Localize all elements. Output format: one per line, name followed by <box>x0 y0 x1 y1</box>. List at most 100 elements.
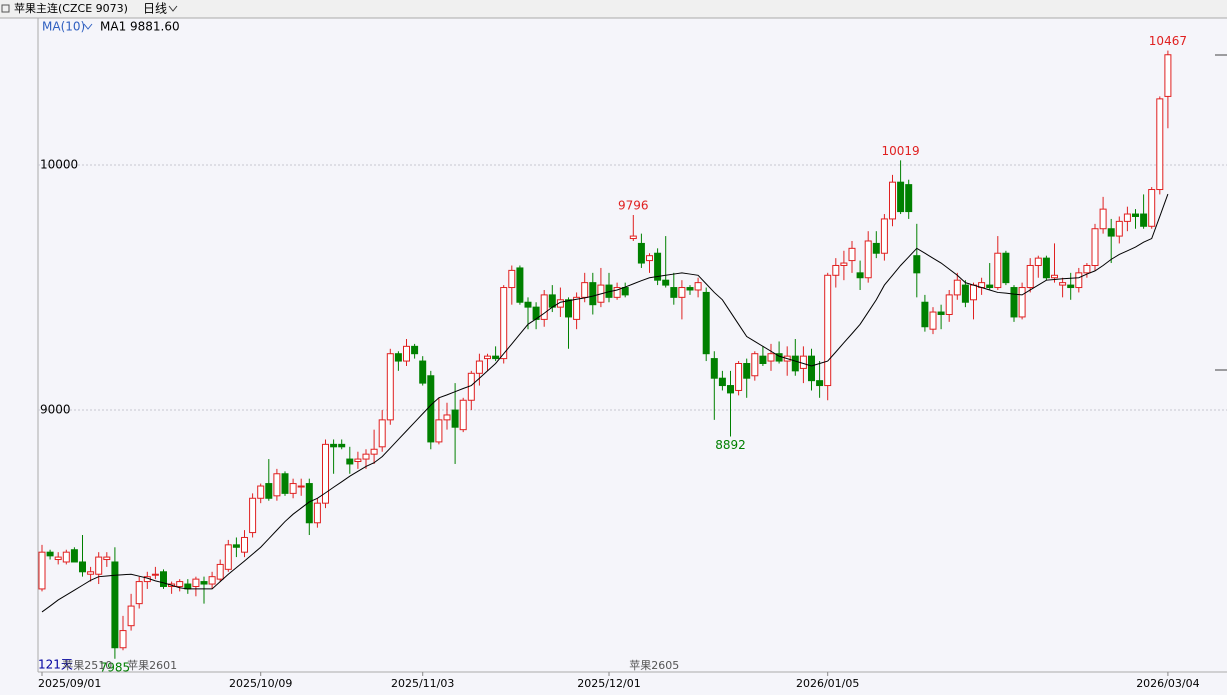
candle-body <box>216 563 224 580</box>
candle-body <box>961 284 969 303</box>
candle-body <box>500 287 508 360</box>
extreme-label: 9796 <box>618 199 649 213</box>
candle-body <box>103 556 111 561</box>
candle-body <box>265 483 273 499</box>
candle-body <box>751 353 759 377</box>
candle-body <box>759 355 767 365</box>
candle-body <box>378 419 386 448</box>
candle-body <box>646 255 653 262</box>
menu-icon[interactable] <box>1 4 10 13</box>
candle-body <box>362 453 370 460</box>
chart-title: 苹果主连(CZCE 9073) <box>14 1 128 15</box>
candle-body <box>799 355 807 369</box>
candle-body <box>718 377 726 387</box>
x-tick-label: 2025/11/03 <box>391 677 454 690</box>
candle-body <box>872 242 880 254</box>
ma-line <box>41 193 1169 613</box>
candle-body <box>986 284 994 289</box>
period-chevron[interactable] <box>168 5 178 12</box>
candle-body <box>1132 213 1139 217</box>
candle-body <box>427 375 435 443</box>
candle-body <box>953 279 961 296</box>
candle-body <box>1018 287 1026 318</box>
candle-body <box>208 576 216 585</box>
indicator-chevron[interactable] <box>83 23 93 30</box>
extreme-label: 8892 <box>715 438 746 452</box>
candle-body <box>192 578 200 587</box>
candle-body <box>581 282 589 298</box>
candle-body <box>273 473 281 497</box>
candle-body <box>200 581 208 585</box>
indicator[interactable]: MA(10) <box>42 20 85 34</box>
candle-body <box>556 299 564 308</box>
candle-body <box>370 448 378 455</box>
candle-body <box>1107 228 1115 237</box>
candle-body <box>257 485 265 499</box>
candle-body <box>662 279 670 286</box>
candle-body <box>913 255 921 274</box>
candle-body <box>808 355 815 382</box>
candle-body <box>629 235 637 240</box>
candle-body <box>1099 208 1107 230</box>
candle-body <box>1051 274 1058 279</box>
candle-body <box>921 301 929 328</box>
candle-body <box>929 311 937 330</box>
candle-body <box>540 294 548 320</box>
candle-body <box>1115 220 1123 237</box>
candle-body <box>1091 228 1099 266</box>
candle-body <box>565 299 572 318</box>
candle-body <box>70 549 78 563</box>
x-tick-label: 2025/09/01 <box>38 677 101 690</box>
candle-body <box>1002 252 1010 284</box>
candle-body <box>151 573 159 576</box>
candle-body <box>945 294 953 315</box>
x-tick-label: 2026/03/04 <box>1136 677 1199 690</box>
candle-body <box>589 282 597 306</box>
candle-body <box>1075 272 1083 289</box>
candle-body <box>654 252 662 281</box>
candle-body <box>1026 264 1034 289</box>
candle-body <box>1010 287 1018 318</box>
extreme-label: 10019 <box>882 144 920 158</box>
candle-body <box>297 485 305 488</box>
candle-body <box>621 287 629 296</box>
candle-body <box>889 181 896 220</box>
candle-body <box>678 287 686 298</box>
candle-body <box>1148 189 1156 227</box>
period[interactable]: 日线 <box>143 2 167 16</box>
candle-body <box>670 287 678 298</box>
candle-body <box>338 443 346 448</box>
candle-body <box>386 353 394 421</box>
candle-body <box>249 497 257 534</box>
candle-body <box>443 414 451 421</box>
candle-body <box>727 385 734 394</box>
candle-body <box>856 272 864 279</box>
candle-body <box>1140 213 1148 227</box>
candle-body <box>305 483 313 524</box>
candle-body <box>119 630 127 649</box>
x-tick-label: 2026/01/05 <box>796 677 859 690</box>
candle-body <box>46 551 54 557</box>
candle-body <box>127 605 135 627</box>
y-tick-label: 10000 <box>40 158 78 172</box>
candle-body <box>330 443 338 448</box>
candle-body <box>824 274 832 387</box>
candle-body <box>880 218 888 254</box>
candle-body <box>281 473 289 494</box>
candle-body <box>435 419 443 443</box>
candle-body <box>840 262 848 266</box>
extreme-label: 7985 <box>100 660 131 674</box>
candle-body <box>403 345 410 362</box>
candle-body <box>95 556 103 575</box>
candle-body <box>694 282 702 291</box>
candle-body <box>994 252 1002 289</box>
candle-body <box>1083 264 1091 274</box>
candle-body <box>1067 284 1075 289</box>
candle-body <box>702 291 710 355</box>
candle-body <box>1034 257 1042 266</box>
candle-body <box>87 571 95 575</box>
candle-body <box>1164 54 1172 97</box>
candle-body <box>686 287 694 291</box>
